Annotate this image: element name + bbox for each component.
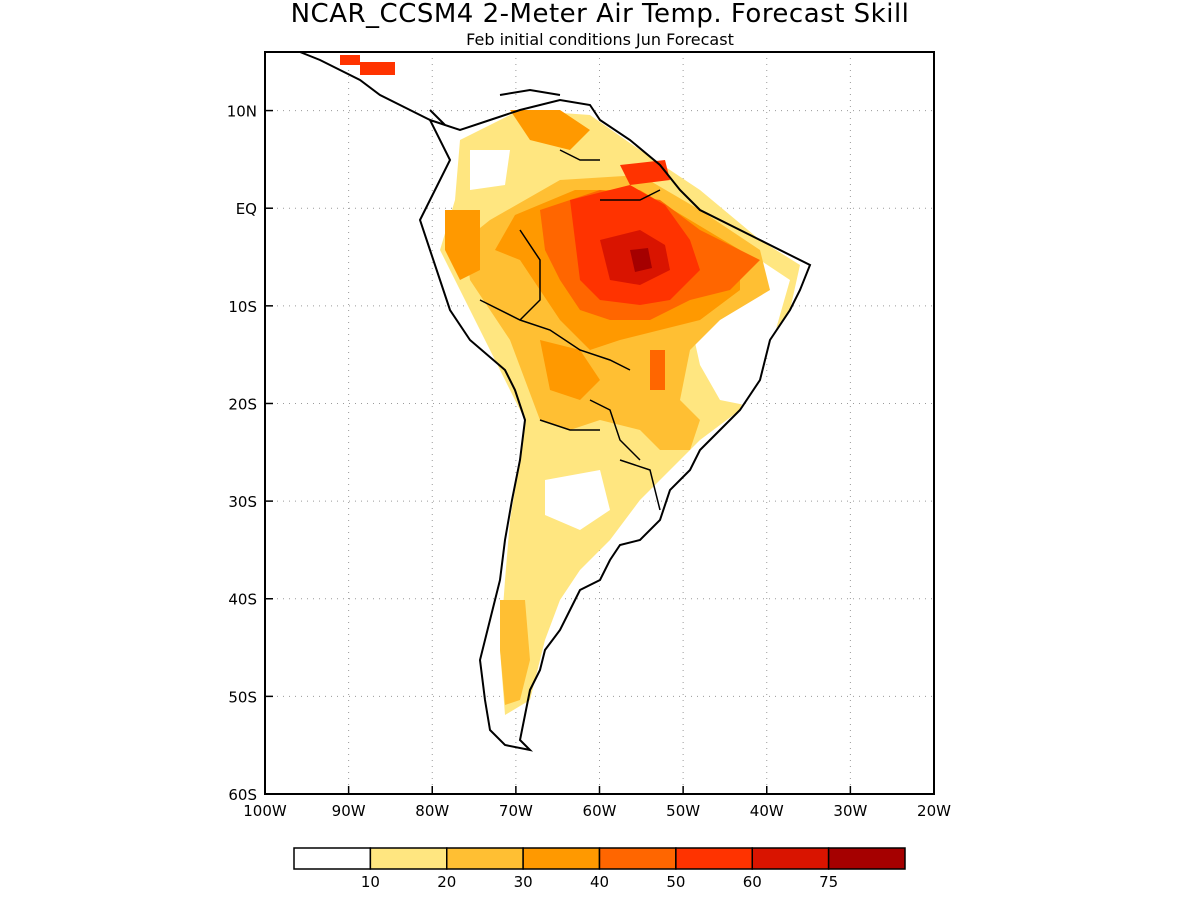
x-tick-label: 50W [666, 802, 700, 820]
y-tick-label: 50S [228, 688, 257, 706]
colorbar-label: 50 [666, 873, 685, 891]
x-tick-label: 70W [499, 802, 533, 820]
skill-region-30-40 [445, 210, 480, 280]
y-tick-label: 40S [228, 591, 257, 609]
skill-region-30-40 [540, 340, 600, 400]
caribbean-coast [429, 88, 561, 126]
x-tick-label: 20W [917, 802, 951, 820]
x-tick-label: 80W [415, 802, 449, 820]
y-axis: 10N EQ 10S 20S 30S 40S 50S 60S [227, 103, 273, 804]
skill-region-50-60 [340, 55, 360, 65]
map-title: NCAR_CCSM4 2-Meter Air Temp. Forecast Sk… [291, 0, 910, 29]
country-borders [479, 149, 661, 511]
skill-region-30-40 [510, 110, 590, 150]
x-tick-label: 30W [833, 802, 867, 820]
colorbar-swatch [827, 847, 906, 870]
colorbar-label: 30 [514, 873, 533, 891]
colorbar-swatch [751, 847, 830, 870]
y-tick-label: 60S [228, 786, 257, 804]
x-tick-label: 90W [332, 802, 366, 820]
y-tick-label: 10N [227, 103, 257, 121]
colorbar-swatch [446, 847, 524, 870]
skill-region-50-60 [620, 160, 670, 185]
skill-region-50-60 [360, 62, 395, 75]
skill-region-20-30 [500, 600, 530, 705]
colorbar-swatch [293, 847, 372, 870]
x-tick-label: 100W [243, 802, 287, 820]
colorbar-swatch [675, 847, 753, 870]
skill-region-40-50 [650, 350, 665, 390]
colorbar-label: 40 [590, 873, 609, 891]
x-axis: 100W 90W 80W 70W 60W 50W 40W 30W 20W [243, 786, 951, 820]
colorbar: 10 20 30 40 50 60 75 [293, 847, 906, 891]
x-tick-label: 60W [583, 802, 617, 820]
colorbar-label: 20 [437, 873, 456, 891]
colorbar-swatch [522, 847, 601, 870]
colorbar-label: 10 [361, 873, 380, 891]
central-america-coast [299, 51, 431, 121]
skill-shading [340, 55, 800, 715]
skill-region-low [545, 470, 610, 530]
colorbar-label: 75 [819, 873, 838, 891]
skill-region-75-plus [630, 248, 652, 272]
y-tick-label: 20S [228, 395, 257, 413]
colorbar-swatch [598, 847, 677, 870]
skill-region-low [470, 150, 510, 190]
y-tick-label: 30S [228, 493, 257, 511]
y-tick-label: EQ [236, 200, 257, 218]
south-america-coast [418, 98, 812, 752]
colorbar-swatch [369, 847, 448, 870]
coastline [299, 51, 812, 752]
y-tick-label: 10S [228, 298, 257, 316]
map-subtitle: Feb initial conditions Jun Forecast [466, 30, 734, 49]
colorbar-label: 60 [743, 873, 762, 891]
x-tick-label: 40W [750, 802, 784, 820]
